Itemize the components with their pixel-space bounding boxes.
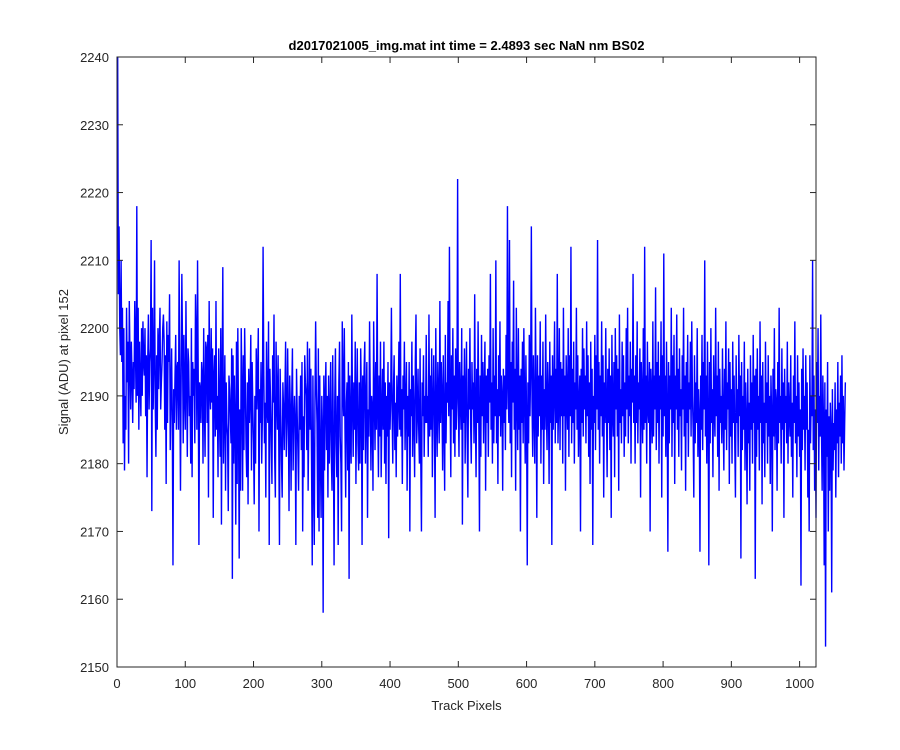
chart-title: d2017021005_img.mat int time = 2.4893 se… (289, 38, 645, 53)
x-tick-label: 300 (311, 676, 333, 691)
y-axis-label: Signal (ADU) at pixel 152 (56, 289, 71, 435)
x-tick-label: 900 (721, 676, 743, 691)
axes-box (116, 56, 817, 668)
y-tick-label: 2180 (80, 457, 109, 472)
x-tick-label: 500 (447, 676, 469, 691)
y-tick-label: 2200 (80, 321, 109, 336)
y-tick-label: 2170 (80, 524, 109, 539)
x-tick-label: 700 (584, 676, 606, 691)
x-tick-label: 200 (243, 676, 265, 691)
y-tick-label: 2210 (80, 253, 109, 268)
series-layer (116, 56, 847, 647)
y-axis: 2150 2160 2170 2180 2190 2200 2210 2220 2230 2240 (80, 50, 816, 675)
y-tick-label: 2220 (80, 186, 109, 201)
series-line-0 (116, 56, 847, 647)
x-tick-label: 400 (379, 676, 401, 691)
x-tick-label: 800 (652, 676, 674, 691)
x-axis: 0 100 200 300 400 500 600 700 800 900 1000 (113, 57, 814, 691)
y-tick-label: 2150 (80, 660, 109, 675)
x-tick-label: 1000 (785, 676, 814, 691)
x-axis-label: Track Pixels (431, 698, 502, 713)
x-tick-label: 0 (113, 676, 120, 691)
y-tick-label: 2160 (80, 592, 109, 607)
y-tick-label: 2230 (80, 118, 109, 133)
y-tick-label: 2190 (80, 389, 109, 404)
y-tick-label: 2240 (80, 50, 109, 65)
x-tick-label: 100 (174, 676, 196, 691)
x-tick-label: 600 (516, 676, 538, 691)
